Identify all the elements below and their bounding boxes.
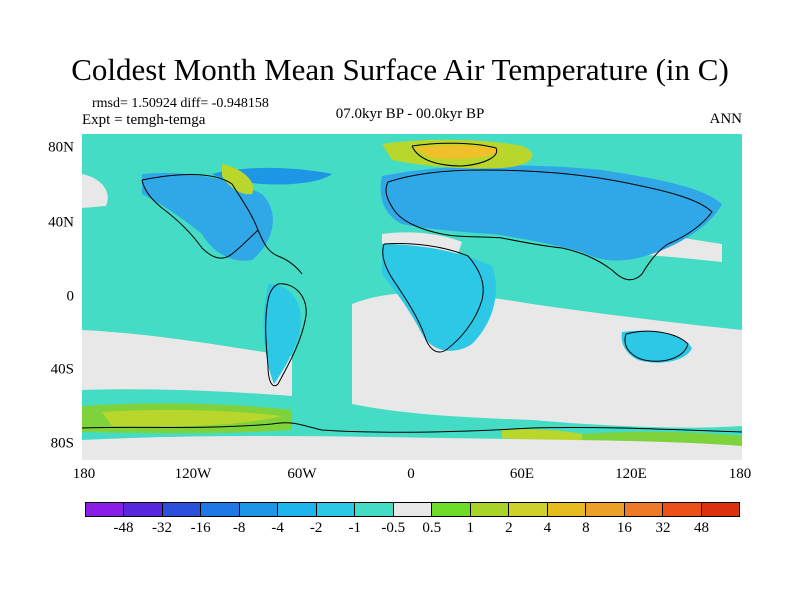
colorbar-label-4: -4 (271, 520, 284, 536)
lon-tick-180w: 180 (72, 466, 96, 482)
lat-tick-0: 0 (66, 288, 75, 305)
colorbar-label-2: -16 (190, 520, 211, 536)
lon-tick-60e: 60E (509, 466, 535, 482)
colorbar-label-13: 16 (616, 520, 632, 536)
colorbar-label-1: -32 (152, 520, 173, 536)
colorbar-label-14: 32 (655, 520, 671, 536)
temperature-anomaly-map (82, 134, 742, 460)
field-north-america (142, 172, 273, 261)
colorbar (85, 502, 740, 517)
coast-greenland (411, 142, 498, 167)
colorbar-label-6: -1 (348, 520, 361, 536)
coastlines (82, 142, 742, 433)
colorbar-box-9 (432, 503, 471, 516)
colorbar-label-7: -0.5 (381, 520, 406, 536)
colorbar-label-10: 2 (505, 520, 513, 536)
coast-africa (382, 243, 484, 353)
field-south-america (263, 284, 301, 384)
plot-title: Coldest Month Mean Surface Air Temperatu… (71, 52, 729, 87)
field-antarctica (82, 436, 742, 460)
colorbar-box-8 (393, 503, 433, 516)
coast-australia (624, 330, 689, 362)
lat-tick-40s: 40S (50, 361, 74, 378)
lon-tick-60w: 60W (287, 466, 317, 482)
coast-south-america (265, 283, 307, 387)
lat-tick-80s: 80S (50, 435, 74, 452)
colorbar-box-11 (509, 503, 548, 516)
field-eurasia (380, 165, 722, 261)
colorbar-label-11: 4 (543, 520, 552, 536)
lat-tick-40n: 40N (48, 214, 74, 231)
colorbar-box-10 (470, 503, 510, 516)
colorbar-box-15 (663, 503, 702, 516)
period-label: 07.0kyr BP - 00.0kyr BP (335, 106, 485, 122)
stats-label: rmsd= 1.50924 diff= -0.948158 (92, 96, 269, 111)
colorbar-box-12 (547, 503, 587, 516)
colorbar-box-4 (239, 503, 279, 516)
colorbar-box-14 (624, 503, 664, 516)
lat-tick-80n: 80N (48, 139, 74, 156)
season-label: ANN (709, 111, 743, 127)
field-africa (382, 244, 496, 351)
coast-antarctica (82, 422, 742, 433)
colorbar-box-2 (162, 503, 202, 516)
colorbar-box-13 (586, 503, 625, 516)
colorbar-label-5: -2 (309, 520, 323, 536)
colorbar-label-3: -8 (232, 520, 246, 536)
field-neutral-band-south (82, 371, 292, 396)
lon-tick-180e: 180 (728, 466, 752, 482)
colorbar-box-7 (355, 503, 394, 516)
field-warm-ross-sea-core (102, 409, 282, 427)
colorbar-box-5 (278, 503, 317, 516)
experiment-label: Expt = temgh-temga (82, 112, 206, 128)
field-neutral-west-edge (82, 174, 108, 208)
field-warm-greenland-core (412, 145, 502, 159)
lon-tick-120e: 120E (615, 466, 647, 482)
colorbar-box-6 (316, 503, 356, 516)
colorbar-label-15: 48 (693, 520, 709, 536)
colorbar-label-9: 1 (466, 520, 475, 536)
coast-north-america (141, 174, 303, 275)
colorbar-label-8: 0.5 (422, 520, 442, 536)
field-warm-hudson (222, 164, 254, 195)
colorbar-box-16 (701, 503, 739, 516)
lon-tick-120w: 120W (174, 466, 212, 482)
colorbar-box-3 (201, 503, 240, 516)
field-neutral-southern-pacific (82, 330, 292, 384)
colorbar-label-0: -48 (113, 520, 134, 536)
lon-tick-0: 0 (407, 466, 415, 482)
colorbar-box-1 (124, 503, 163, 516)
colorbar-label-12: 8 (582, 520, 590, 536)
colorbar-box-0 (86, 503, 125, 516)
coast-eurasia (385, 169, 713, 281)
map-panel (82, 134, 742, 460)
field-australia (621, 330, 692, 363)
